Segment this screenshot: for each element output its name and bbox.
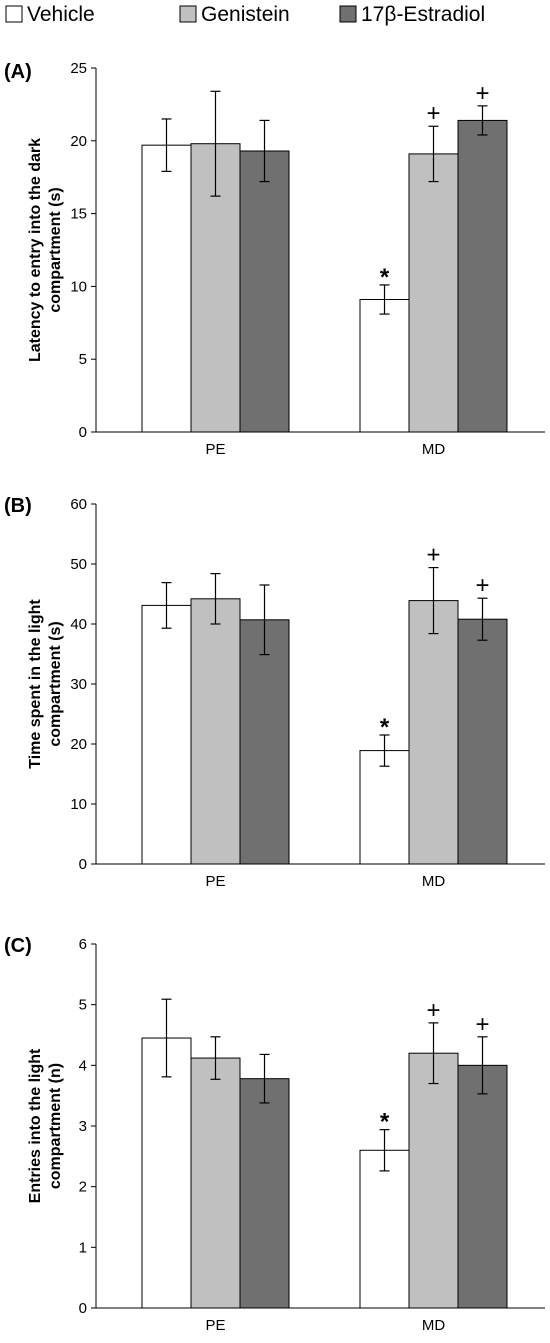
- bar-Genistein-PE: [190, 598, 241, 865]
- y-tick-label: 5: [79, 351, 87, 368]
- y-tick-label: 20: [70, 736, 87, 753]
- bar-Vehicle-PE: [141, 604, 192, 865]
- legend-label-0: Vehicle: [27, 3, 95, 26]
- bar-Vehicle-PE: [141, 1037, 192, 1309]
- significance-star: *: [380, 1109, 390, 1136]
- bar-17β-Estradiol-MD: [457, 1064, 508, 1309]
- y-tick-label: 0: [79, 424, 87, 441]
- x-tick-label: PE: [205, 873, 225, 890]
- y-tick-label: 0: [79, 1300, 87, 1317]
- x-tick-label: MD: [422, 1317, 445, 1334]
- significance-plus: +: [475, 80, 489, 107]
- y-tick-label: 10: [70, 278, 87, 295]
- panel-label: (C): [4, 935, 32, 957]
- chart-panel-0: (A) Latency to entry into the dark compart…: [4, 60, 545, 458]
- y-axis-label-line-0: Time spent in the light: [27, 599, 44, 769]
- y-tick-label: 10: [70, 796, 87, 813]
- bar-Genistein-MD: [408, 1052, 459, 1309]
- y-tick-label: 20: [70, 133, 87, 150]
- y-tick-label: 0: [79, 856, 87, 873]
- legend-swatch-1: [179, 5, 197, 23]
- legend-swatch-2: [339, 5, 357, 23]
- legend-label-1: Genistein: [201, 3, 290, 26]
- bar-17β-Estradiol-MD: [457, 119, 508, 433]
- legend-swatch-0: [5, 5, 23, 23]
- chart-panel-2: (C) Entries into the light compartment (n)…: [4, 935, 545, 1334]
- bar-Vehicle-MD: [359, 1149, 410, 1309]
- significance-plus: +: [426, 542, 440, 569]
- bar-17β-Estradiol-PE: [239, 1078, 290, 1309]
- significance-plus: +: [475, 572, 489, 599]
- y-axis-label-line-1: compartment (s): [47, 621, 64, 746]
- y-tick-label: 2: [79, 1179, 87, 1196]
- y-tick-label: 1: [79, 1239, 87, 1256]
- x-tick-label: MD: [422, 441, 445, 458]
- bar-17β-Estradiol-PE: [239, 150, 290, 433]
- y-axis-label-line-1: compartment (s): [47, 187, 64, 312]
- legend: Vehicle Genistein 17β-Estradiol: [5, 3, 485, 26]
- y-axis-label-line-1: compartment (n): [47, 1063, 64, 1189]
- x-tick-label: MD: [422, 873, 445, 890]
- y-tick-label: 25: [70, 60, 87, 77]
- legend-label-2: 17β-Estradiol: [361, 3, 485, 26]
- y-tick-label: 50: [70, 556, 87, 573]
- significance-star: *: [380, 264, 390, 291]
- panel-label: (B): [4, 495, 32, 517]
- y-tick-label: 3: [79, 1118, 87, 1135]
- x-tick-label: PE: [205, 1317, 225, 1334]
- bar-Genistein-MD: [408, 600, 459, 865]
- y-tick-label: 6: [79, 936, 87, 953]
- chart-panel-1: (B) Time spent in the light compartment (s…: [4, 495, 545, 890]
- bar-Genistein-PE: [190, 1057, 241, 1309]
- bar-Genistein-MD: [408, 153, 459, 433]
- panel-label: (A): [4, 61, 32, 83]
- bar-Vehicle-PE: [141, 144, 192, 433]
- significance-plus: +: [475, 1011, 489, 1038]
- bar-17β-Estradiol-MD: [457, 618, 508, 865]
- significance-plus: +: [426, 100, 440, 127]
- bar-Vehicle-MD: [359, 299, 410, 433]
- panels: (A)Latency to entry into the dark compart…: [4, 60, 545, 1334]
- y-axis-label-line-0: Latency to entry into the dark: [27, 138, 44, 362]
- y-tick-label: 4: [79, 1057, 87, 1074]
- y-tick-label: 5: [79, 997, 87, 1014]
- bar-Vehicle-MD: [359, 750, 410, 865]
- y-axis-label-line-0: Entries into the light: [27, 1048, 44, 1203]
- x-tick-label: PE: [205, 441, 225, 458]
- y-tick-label: 60: [70, 496, 87, 513]
- y-tick-label: 40: [70, 616, 87, 633]
- significance-star: *: [380, 714, 390, 741]
- significance-plus: +: [426, 997, 440, 1024]
- y-tick-label: 15: [70, 206, 87, 223]
- bar-17β-Estradiol-PE: [239, 619, 290, 865]
- y-tick-label: 30: [70, 676, 87, 693]
